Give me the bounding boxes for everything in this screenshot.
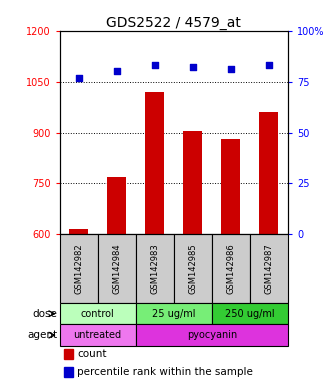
Point — [152, 62, 158, 68]
Bar — [60, 234, 98, 303]
Text: agent: agent — [27, 330, 58, 340]
Text: GSM142982: GSM142982 — [74, 243, 83, 294]
Bar — [260, 112, 278, 384]
Bar — [60, 324, 136, 346]
Text: count: count — [77, 349, 107, 359]
Bar — [212, 303, 288, 324]
Bar — [64, 367, 73, 377]
Point — [228, 66, 234, 73]
Bar — [145, 92, 164, 384]
Bar — [60, 303, 136, 324]
Bar — [136, 324, 288, 346]
Text: 250 ug/ml: 250 ug/ml — [225, 309, 275, 319]
Text: GSM142986: GSM142986 — [226, 243, 235, 294]
Bar — [174, 234, 212, 303]
Bar — [221, 139, 240, 384]
Text: GSM142983: GSM142983 — [150, 243, 159, 294]
Bar — [107, 177, 126, 384]
Text: pyocyanin: pyocyanin — [187, 330, 237, 340]
Text: GSM142987: GSM142987 — [264, 243, 273, 294]
Text: control: control — [81, 309, 115, 319]
Title: GDS2522 / 4579_at: GDS2522 / 4579_at — [106, 16, 241, 30]
Text: percentile rank within the sample: percentile rank within the sample — [77, 367, 253, 377]
Bar — [212, 234, 250, 303]
Text: dose: dose — [33, 309, 58, 319]
Text: 25 ug/ml: 25 ug/ml — [152, 309, 196, 319]
Text: GSM142985: GSM142985 — [188, 243, 197, 294]
Bar — [136, 234, 174, 303]
Point — [76, 74, 81, 81]
Bar — [69, 229, 88, 384]
Point — [266, 62, 271, 68]
Bar — [183, 131, 202, 384]
Bar — [64, 349, 73, 359]
Text: untreated: untreated — [73, 330, 122, 340]
Text: GSM142984: GSM142984 — [112, 243, 121, 294]
Bar — [136, 303, 212, 324]
Point — [190, 64, 195, 70]
Point — [114, 68, 119, 74]
Bar — [250, 234, 288, 303]
Bar — [98, 234, 136, 303]
